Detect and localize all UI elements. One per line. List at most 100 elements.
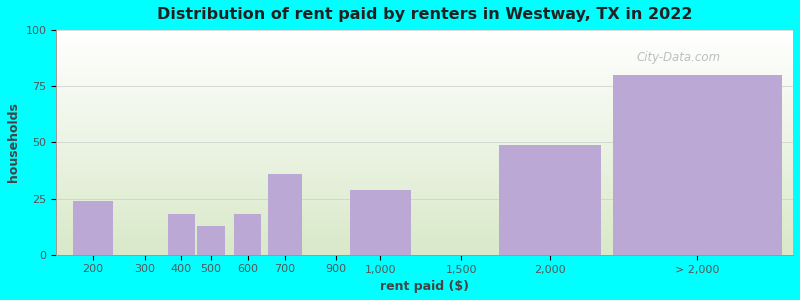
- Bar: [56, 90, 793, 91]
- Bar: [56, 83, 793, 84]
- Bar: [56, 228, 793, 229]
- Bar: [56, 116, 793, 117]
- Bar: [56, 31, 793, 32]
- Bar: [56, 149, 793, 150]
- Bar: [56, 213, 793, 214]
- Bar: [56, 210, 793, 211]
- Bar: [56, 131, 793, 132]
- Bar: [56, 69, 793, 70]
- Bar: [56, 232, 793, 233]
- Bar: [613, 75, 782, 255]
- Bar: [56, 63, 793, 64]
- Bar: [56, 49, 793, 50]
- Bar: [56, 157, 793, 158]
- Bar: [56, 161, 793, 163]
- Bar: [56, 197, 793, 199]
- Bar: [56, 183, 793, 184]
- Bar: [56, 240, 793, 241]
- Bar: [56, 145, 793, 146]
- Bar: [56, 59, 793, 60]
- Bar: [56, 58, 793, 59]
- Bar: [56, 102, 793, 103]
- Bar: [56, 248, 793, 249]
- Bar: [56, 173, 793, 174]
- Bar: [56, 39, 793, 40]
- Bar: [56, 34, 793, 36]
- Bar: [56, 218, 793, 219]
- Bar: [56, 110, 793, 111]
- Bar: [56, 196, 793, 197]
- Bar: [56, 66, 793, 67]
- Bar: [350, 190, 411, 255]
- Bar: [56, 48, 793, 49]
- Bar: [56, 202, 793, 203]
- Bar: [56, 169, 793, 170]
- Bar: [56, 91, 793, 92]
- Bar: [56, 46, 793, 47]
- Bar: [56, 227, 793, 228]
- Bar: [56, 38, 793, 39]
- Bar: [56, 120, 793, 121]
- Bar: [56, 185, 793, 186]
- Bar: [56, 249, 793, 250]
- Bar: [56, 208, 793, 209]
- Bar: [56, 209, 793, 210]
- Bar: [56, 50, 793, 51]
- Bar: [56, 113, 793, 114]
- Bar: [56, 175, 793, 176]
- Bar: [56, 108, 793, 109]
- Bar: [56, 142, 793, 143]
- Bar: [56, 241, 793, 242]
- Bar: [56, 190, 793, 191]
- Bar: [56, 154, 793, 155]
- Bar: [56, 41, 793, 42]
- Bar: [56, 137, 793, 138]
- Bar: [56, 143, 793, 145]
- Bar: [56, 60, 793, 62]
- Bar: [56, 160, 793, 161]
- Bar: [56, 219, 793, 220]
- Bar: [56, 235, 793, 236]
- Bar: [56, 139, 793, 140]
- Bar: [56, 200, 793, 201]
- Bar: [56, 205, 793, 206]
- Bar: [56, 217, 793, 218]
- Bar: [56, 176, 793, 177]
- Bar: [499, 145, 601, 255]
- Bar: [56, 136, 793, 137]
- Bar: [56, 74, 793, 75]
- Bar: [56, 212, 793, 213]
- Bar: [56, 237, 793, 238]
- Bar: [56, 104, 793, 105]
- Bar: [56, 193, 793, 194]
- Bar: [56, 159, 793, 160]
- Bar: [56, 94, 793, 95]
- Bar: [56, 103, 793, 104]
- Bar: [56, 222, 793, 223]
- Bar: [56, 129, 793, 130]
- Bar: [56, 147, 793, 148]
- Bar: [56, 73, 793, 74]
- Bar: [56, 168, 793, 169]
- Bar: [56, 64, 793, 65]
- Bar: [56, 155, 793, 156]
- Bar: [56, 55, 793, 56]
- Bar: [56, 206, 793, 208]
- Bar: [56, 229, 793, 230]
- Bar: [56, 88, 793, 90]
- Bar: [56, 67, 793, 68]
- Bar: [56, 40, 793, 41]
- Bar: [56, 78, 793, 80]
- Bar: [56, 101, 793, 102]
- Bar: [56, 244, 793, 245]
- Bar: [56, 99, 793, 100]
- Bar: [56, 106, 793, 108]
- Bar: [56, 57, 793, 58]
- Bar: [56, 163, 793, 164]
- Title: Distribution of rent paid by renters in Westway, TX in 2022: Distribution of rent paid by renters in …: [157, 7, 692, 22]
- Bar: [56, 156, 793, 157]
- Bar: [56, 172, 793, 173]
- Bar: [56, 166, 793, 167]
- Bar: [56, 179, 793, 181]
- Bar: [56, 76, 793, 77]
